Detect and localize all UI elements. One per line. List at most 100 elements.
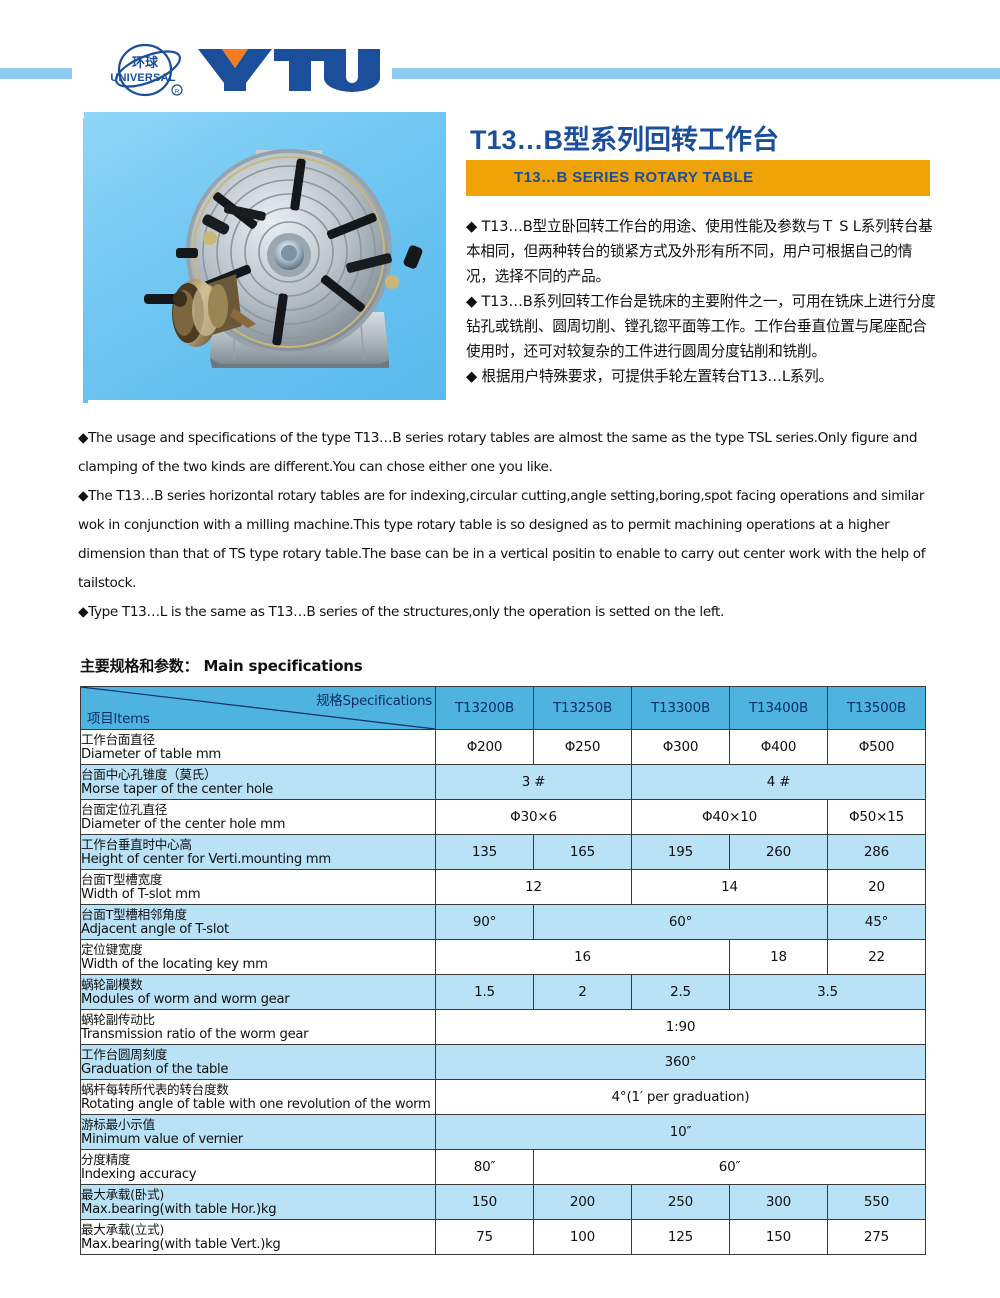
spec-table-body: 工作台面直径 Diameter of table mm Φ200 Φ250 Φ300 Φ4… <box>80 729 926 1255</box>
cn-paragraph: ◆ T13…B型立卧回转工作台的用途、使用性能及参数与Ｔ S L系列转台基本相同… <box>466 218 933 285</box>
spec-value-cell: 12 <box>435 869 632 905</box>
spec-item-label-en: Diameter of the center hole mm <box>81 817 286 832</box>
spec-item-label-en: Indexing accuracy <box>81 1167 197 1182</box>
spec-item-label-cn: 蜗轮副传动比 <box>81 1011 155 1027</box>
spec-value-cell: 18 <box>729 939 828 975</box>
spec-value-cell: 1.5 <box>435 974 534 1010</box>
spec-value-cell: 60° <box>533 904 828 940</box>
spec-item-label-cn: 定位键宽度 <box>81 941 143 957</box>
spec-item-label-en: Max.bearing(with table Hor.)kg <box>81 1202 277 1217</box>
table-row: 台面T型槽宽度 Width of T-slot mm 12 14 20 <box>80 869 926 905</box>
table-row: 台面中心孔锥度（莫氏） Morse taper of the center hol… <box>80 764 926 800</box>
spec-value-cell: 80″ <box>435 1149 534 1185</box>
spec-heading-cn: 主要规格和参数： <box>80 657 199 675</box>
spec-value-cell: 3.5 <box>729 974 926 1010</box>
spec-item-label-cn: 工作台圆周刻度 <box>81 1046 168 1062</box>
spec-item-label: 定位键宽度 Width of the locating key mm <box>80 939 436 975</box>
spec-value-cell: 60″ <box>533 1149 926 1185</box>
spec-item-label-cn: 工作台面直径 <box>81 731 155 747</box>
spec-item-label: 蜗杆每转所代表的转台度数 Rotating angle of table with… <box>80 1079 436 1115</box>
model-header: T13250B <box>533 686 632 730</box>
spec-value-cell: Φ50×15 <box>827 799 926 835</box>
spec-value-cell: Φ200 <box>435 729 534 765</box>
spec-item-label-en: Width of the locating key mm <box>81 957 268 972</box>
spec-value-cell: 100 <box>533 1219 632 1255</box>
rotary-table-photo <box>84 112 446 400</box>
spec-item-label: 游标最小示值 Minimum value of vernier <box>80 1114 436 1150</box>
corner-diagonal-line <box>81 687 435 729</box>
spec-value-cell: Φ400 <box>729 729 828 765</box>
spec-item-label: 工作台圆周刻度 Graduation of the table <box>80 1044 436 1080</box>
product-title-en: T13…B SERIES ROTARY TABLE <box>514 169 754 186</box>
model-header: T13300B <box>631 686 730 730</box>
spec-item-label: 最大承载(卧式) Max.bearing(with table Hor.)kg <box>80 1184 436 1220</box>
en-paragraph: ◆Type T13…L is the same as T13…B series … <box>78 604 724 620</box>
spec-item-label-en: Transmission ratio of the worm gear <box>81 1027 309 1042</box>
spec-value-cell: Φ30×6 <box>435 799 632 835</box>
table-row: 工作台面直径 Diameter of table mm Φ200 Φ250 Φ300 Φ4… <box>80 729 926 765</box>
spec-value-cell: 550 <box>827 1184 926 1220</box>
universal-globe-logo-icon: 环球 UNIVERSAL R <box>103 38 195 100</box>
table-row: 台面定位孔直径 Diameter of the center hole mm Φ30… <box>80 799 926 835</box>
spec-value-cell: 360° <box>435 1044 926 1080</box>
corner-items-label: 项目Items <box>87 711 150 727</box>
spec-item-label: 最大承载(立式) Max.bearing(with table Vert.)kg <box>80 1219 436 1255</box>
spec-item-label: 台面T型槽宽度 Width of T-slot mm <box>80 869 436 905</box>
spec-value-cell: 20 <box>827 869 926 905</box>
spec-item-label: 台面中心孔锥度（莫氏） Morse taper of the center hol… <box>80 764 436 800</box>
spec-item-label-cn: 工作台垂直时中心高 <box>81 836 192 852</box>
spec-item-label: 台面T型槽相邻角度 Adjacent angle of T-slot <box>80 904 436 940</box>
spec-value-cell: 275 <box>827 1219 926 1255</box>
spec-value-cell: 165 <box>533 834 632 870</box>
page-header: 环球 UNIVERSAL R <box>0 0 1000 104</box>
table-row: 定位键宽度 Width of the locating key mm 16 18 22 <box>80 939 926 975</box>
spec-value-cell: 16 <box>435 939 730 975</box>
table-row: 游标最小示值 Minimum value of vernier 10″ <box>80 1114 926 1150</box>
spec-item-label-en: Modules of worm and worm gear <box>81 992 290 1007</box>
spec-value-cell: Φ40×10 <box>631 799 828 835</box>
en-paragraph: ◆The T13…B series horizontal rotary tabl… <box>78 488 926 591</box>
spec-value-cell: 125 <box>631 1219 730 1255</box>
spec-item-label-cn: 台面T型槽相邻角度 <box>81 906 187 922</box>
spec-value-cell: 200 <box>533 1184 632 1220</box>
spec-value-cell: 75 <box>435 1219 534 1255</box>
spec-value-cell: 10″ <box>435 1114 926 1150</box>
cn-paragraph: ◆ T13…B系列回转工作台是铣床的主要附件之一，可用在铣床上进行分度钻孔或铣削… <box>466 293 936 360</box>
table-row: 蜗轮副传动比 Transmission ratio of the worm gea… <box>80 1009 926 1045</box>
chinese-description-block: ◆ T13…B型立卧回转工作台的用途、使用性能及参数与Ｔ S L系列转台基本相同… <box>466 214 936 389</box>
spec-value-cell: 22 <box>827 939 926 975</box>
spec-item-label-cn: 最大承载(卧式) <box>81 1186 164 1202</box>
table-row: 最大承载(立式) Max.bearing(with table Vert.)kg 7… <box>80 1219 926 1255</box>
spec-table: 规格Specifications 项目Items T13200B T13250B… <box>80 686 926 1255</box>
spec-value-cell: 195 <box>631 834 730 870</box>
table-row: 最大承载(卧式) Max.bearing(with table Hor.)kg 15… <box>80 1184 926 1220</box>
header-rule-right <box>392 68 1000 79</box>
spec-value-cell: Φ300 <box>631 729 730 765</box>
en-paragraph: ◆The usage and specifications of the typ… <box>78 430 918 475</box>
spec-item-label-cn: 台面定位孔直径 <box>81 801 168 817</box>
table-row: 工作台垂直时中心高 Height of center for Verti.moun… <box>80 834 926 870</box>
model-header: T13200B <box>435 686 534 730</box>
spec-item-label-en: Height of center for Verti.mounting mm <box>81 852 331 867</box>
spec-item-label: 蜗轮副传动比 Transmission ratio of the worm gea… <box>80 1009 436 1045</box>
spec-value-cell: 2 <box>533 974 632 1010</box>
spec-item-label-en: Max.bearing(with table Vert.)kg <box>81 1237 281 1252</box>
spec-value-cell: 260 <box>729 834 828 870</box>
table-row: 工作台圆周刻度 Graduation of the table 360° <box>80 1044 926 1080</box>
spec-value-cell: 4°(1′ per graduation) <box>435 1079 926 1115</box>
spec-value-cell: 3 # <box>435 764 632 800</box>
spec-value-cell: 250 <box>631 1184 730 1220</box>
table-row: 蜗轮副模数 Modules of worm and worm gear 1.5 2 2.… <box>80 974 926 1010</box>
cn-paragraph: ◆ 根据用户特殊要求，可提供手轮左置转台T13…L系列。 <box>466 368 833 385</box>
spec-value-cell: 4 # <box>631 764 926 800</box>
spec-value-cell: 286 <box>827 834 926 870</box>
spec-value-cell: 45° <box>827 904 926 940</box>
spec-item-label-en: Minimum value of vernier <box>81 1132 243 1147</box>
spec-value-cell: Φ500 <box>827 729 926 765</box>
spec-item-label-en: Adjacent angle of T-slot <box>81 922 229 937</box>
spec-item-label-cn: 蜗杆每转所代表的转台度数 <box>81 1081 229 1097</box>
spec-item-label-cn: 蜗轮副模数 <box>81 976 143 992</box>
spec-item-label-en: Diameter of table mm <box>81 747 221 762</box>
spec-item-label: 工作台面直径 Diameter of table mm <box>80 729 436 765</box>
ytum-wordmark <box>196 45 386 95</box>
